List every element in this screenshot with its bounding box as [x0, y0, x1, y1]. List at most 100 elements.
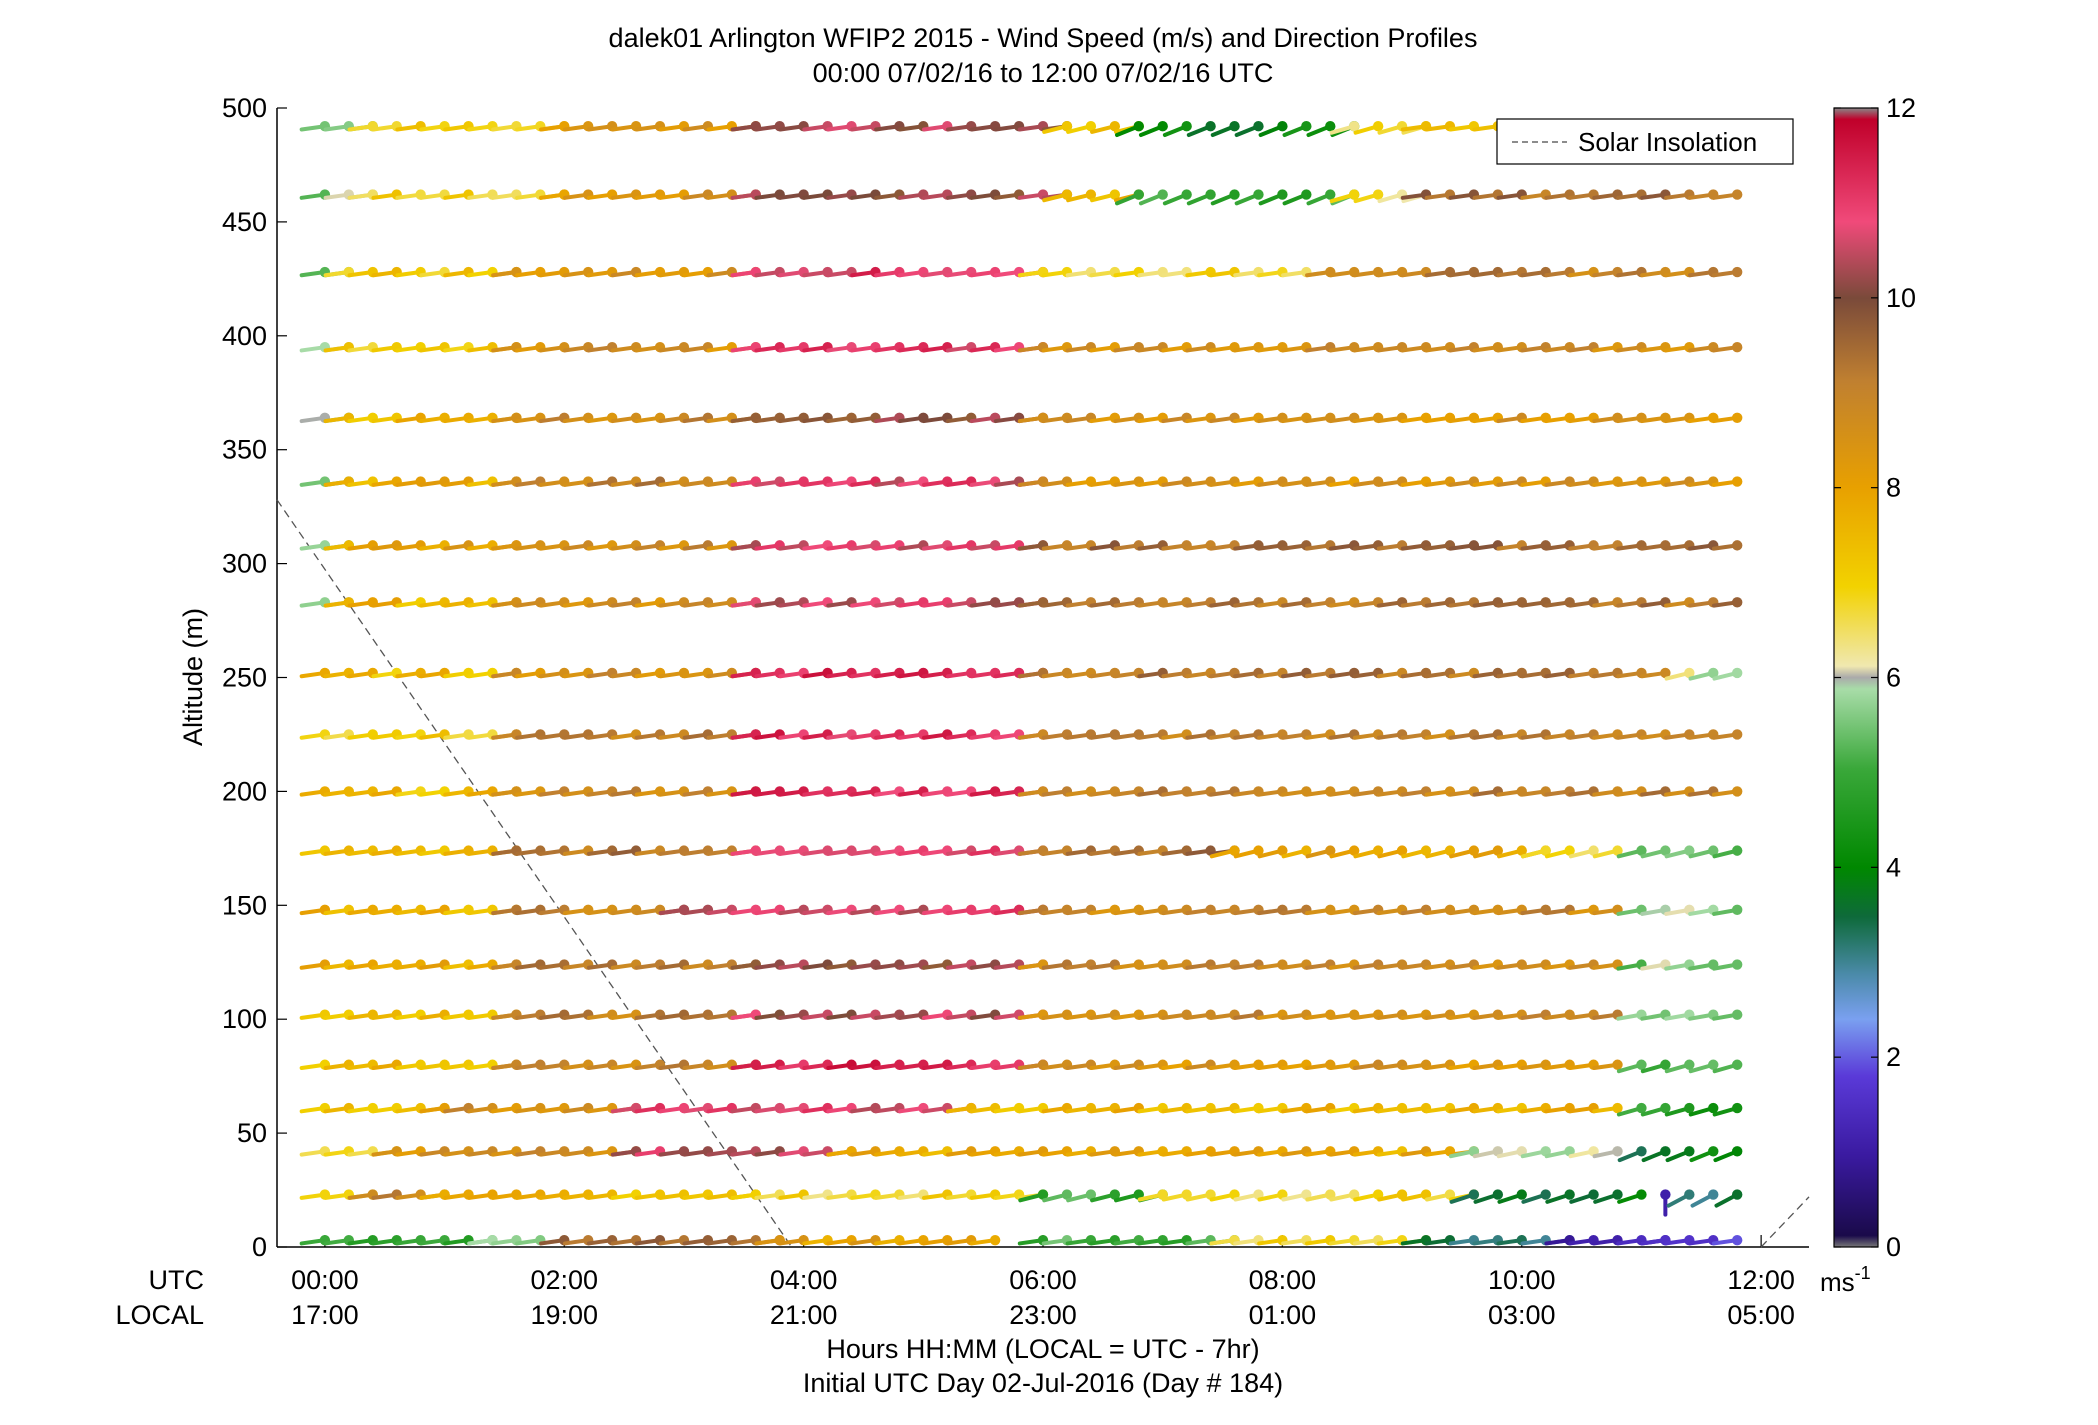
y-tick-label: 350 [222, 435, 267, 465]
wind-barb-dot [1372, 189, 1384, 200]
wind-barb-dot [1253, 845, 1264, 856]
wind-barb-dot [1301, 189, 1312, 200]
legend: Solar Insolation [1496, 118, 1794, 165]
wind-barb-dot [1157, 189, 1168, 200]
wind-barb-dot [1708, 845, 1719, 856]
solar-insolation-segment [1760, 1196, 1810, 1248]
wind-barb-dot [1348, 121, 1360, 132]
wind-barb-dot [1253, 121, 1264, 132]
wind-barb-dot [1348, 189, 1360, 200]
wind-barb-dot [1277, 189, 1288, 200]
wind-barb-dot [1731, 189, 1743, 200]
wind-barb-dot [1061, 189, 1073, 200]
y-tick-label: 150 [222, 890, 267, 920]
x-ticks: 00:00 17:00 02:00 19:00 04:00 21:00 06:00 23:00… [291, 1235, 1795, 1330]
wind-barb-dot [1229, 845, 1240, 856]
y-ticks: 0 50 100 150 200 250 300 350 400 450 500 [222, 93, 287, 1262]
wind-barb-dot [1516, 1189, 1527, 1200]
x-tick-label-utc: 12:00 [1727, 1265, 1795, 1295]
colorbar-tick-label: 4 [1886, 852, 1901, 882]
wind-barb-dot [1133, 189, 1144, 200]
y-tick-label: 250 [222, 663, 267, 693]
wind-barb-dot [1325, 189, 1336, 200]
wind-barb-dot [1731, 1234, 1743, 1246]
wind-barb-dot [1325, 845, 1336, 856]
wind-barb-dot [989, 1234, 1001, 1246]
wind-barb-dot [1660, 845, 1671, 856]
wind-barb-dot [1181, 189, 1192, 200]
wind-barb-dot [1636, 1146, 1647, 1157]
x-tick-label-local: 01:00 [1249, 1300, 1317, 1330]
wind-barb-dot [1205, 189, 1216, 200]
x-tick-label-utc: 02:00 [530, 1265, 598, 1295]
colorbar-unit: ms-1 [1820, 1263, 1871, 1297]
x-tick-label-local: 19:00 [530, 1300, 598, 1330]
wind-barb-dot [1085, 189, 1097, 200]
colorbar-ticks: 0 2 4 6 8 10 12 [1834, 93, 1916, 1262]
plot-axes: 0 50 100 150 200 250 300 350 400 450 500 00:00 17:0… [222, 93, 1809, 1330]
wind-barbs [299, 121, 1743, 1246]
wind-barb-dot [1301, 121, 1312, 132]
colorbar-tick-label: 2 [1886, 1042, 1901, 1072]
wind-barb-dot [1372, 845, 1384, 856]
wind-barb-dot [1468, 1189, 1480, 1200]
y-tick-label: 50 [237, 1118, 267, 1148]
x-axis-label-2: Initial UTC Day 02-Jul-2016 (Day # 184) [803, 1368, 1283, 1398]
colorbar-unit-base: ms [1820, 1267, 1855, 1297]
y-tick-label: 400 [222, 321, 267, 351]
wind-barb-dot [1372, 121, 1384, 132]
wind-barb-dot [1588, 1189, 1599, 1200]
wind-barb-dot [1109, 121, 1121, 132]
colorbar-tick-label: 6 [1886, 663, 1901, 693]
wind-barb-dot [1037, 1189, 1049, 1200]
wind-barb-dot [1636, 1189, 1647, 1200]
wind-barb-dot [1660, 1146, 1671, 1157]
wind-barb-dot [1684, 845, 1695, 856]
x-tick-label-local: 17:00 [291, 1300, 359, 1330]
wind-barb-dot [1468, 845, 1480, 856]
wind-barb-dot [1731, 1146, 1743, 1157]
colorbar-tick-label: 0 [1886, 1232, 1901, 1262]
wind-barb-dot [1540, 845, 1551, 856]
wind-barb-dot [1564, 845, 1575, 856]
wind-barb-dot [1731, 1189, 1743, 1200]
wind-barb-dot [1731, 266, 1743, 278]
wind-barb-dot [1684, 1102, 1695, 1114]
wind-barb-dot [1731, 1009, 1743, 1020]
colorbar-tick-label: 10 [1886, 283, 1916, 313]
colorbar-tick-label: 12 [1886, 93, 1916, 123]
wind-barb-dot [1301, 845, 1312, 856]
wind-barb-dot [1420, 845, 1432, 856]
wind-barb-dot [1277, 845, 1288, 856]
wind-barb-dot [1253, 189, 1264, 200]
wind-barb-dot [1181, 121, 1192, 132]
y-tick-label: 0 [252, 1232, 267, 1262]
wind-barb-dot [1133, 121, 1144, 132]
x-tick-label-local: 21:00 [770, 1300, 838, 1330]
colorbar-scale [1833, 107, 1879, 1248]
wind-barb-dot [1731, 1059, 1743, 1070]
wind-barb-dot [1564, 1189, 1575, 1200]
wind-barb-dot [1325, 121, 1336, 132]
wind-barb-dot [1229, 121, 1240, 132]
wind-barb-dot [1708, 1059, 1719, 1070]
y-tick-label: 100 [222, 1004, 267, 1034]
wind-barb-dot [1061, 1189, 1073, 1200]
wind-barb-dot [1540, 1189, 1551, 1200]
chart-subtitle: 00:00 07/02/16 to 12:00 07/02/16 UTC [813, 58, 1274, 88]
wind-barb-dot [1731, 476, 1743, 487]
wind-barb-dot [1660, 1102, 1671, 1114]
wind-barb-dot [1636, 845, 1647, 856]
x-tick-label-utc: 08:00 [1249, 1265, 1317, 1295]
wind-barb-dot [1731, 904, 1743, 916]
wind-barb-dot [1444, 845, 1456, 856]
x-tick-label-local: 23:00 [1009, 1300, 1077, 1330]
wind-barb-dot [1684, 1059, 1695, 1070]
wind-barb-dot [1612, 1189, 1623, 1200]
wind-barb-dot [1731, 729, 1743, 740]
wind-barb-dot [1731, 786, 1743, 797]
wind-barb-dot [1636, 1102, 1647, 1114]
x-tick-label-utc: 10:00 [1488, 1265, 1556, 1295]
y-axis-label: Altitude (m) [178, 608, 208, 746]
